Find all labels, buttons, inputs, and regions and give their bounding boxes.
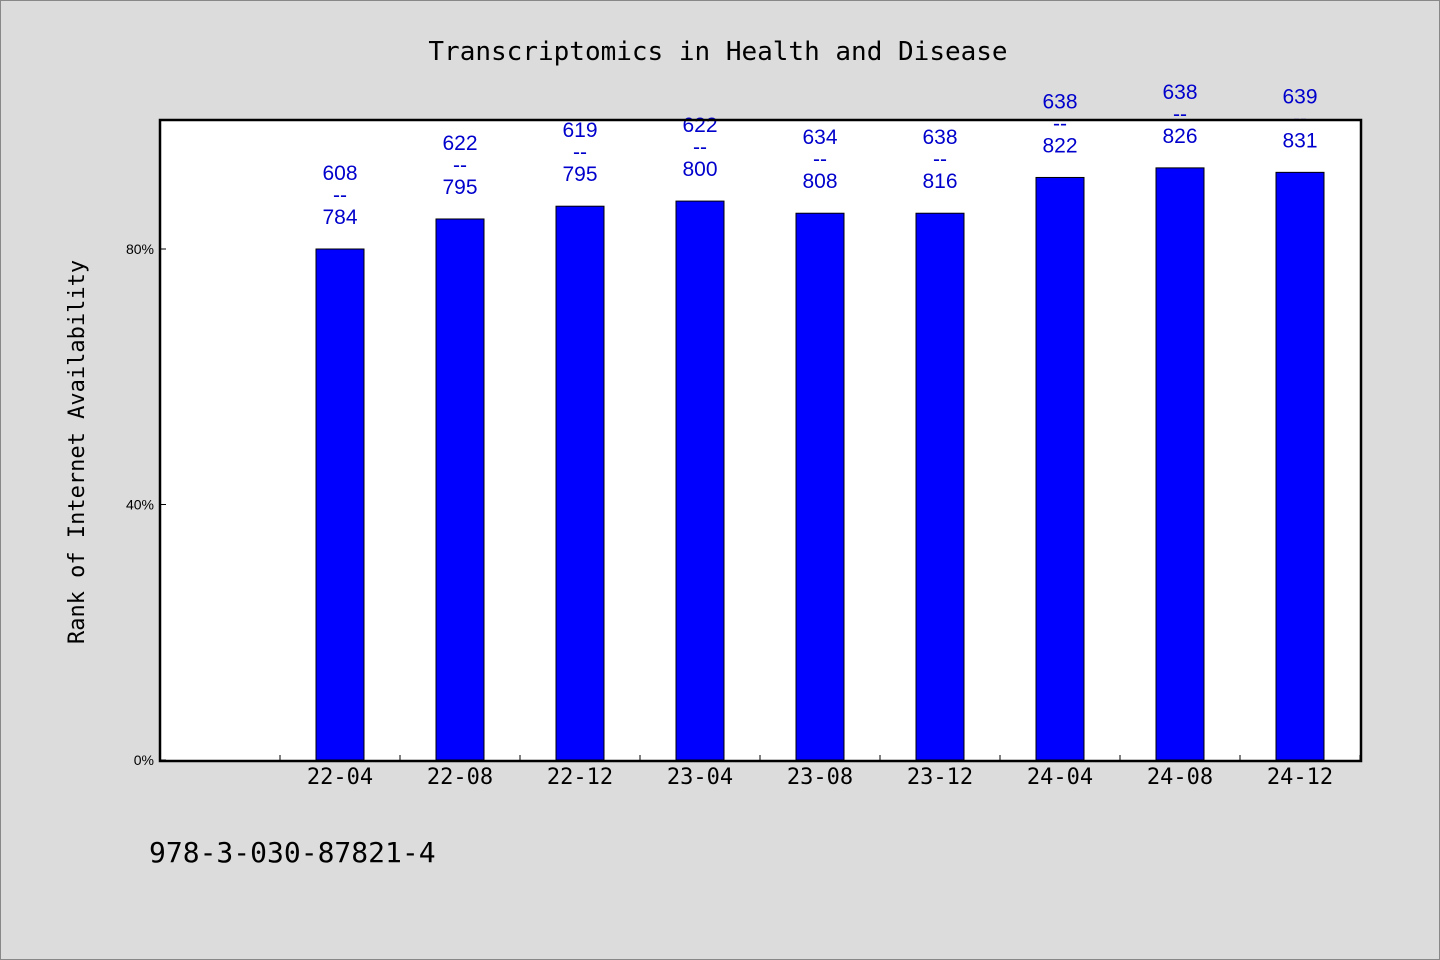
data-label-bottom: 795 bbox=[442, 176, 477, 199]
data-label-top: 638 bbox=[1042, 90, 1077, 113]
bar-24-12 bbox=[1275, 171, 1325, 761]
x-tick-label: 23-08 bbox=[787, 765, 853, 790]
y-tick-label: 40% bbox=[126, 497, 154, 513]
data-label-bottom: 808 bbox=[802, 170, 837, 193]
data-label-bottom: 795 bbox=[562, 163, 597, 186]
data-label-separator: -- bbox=[1173, 103, 1187, 126]
data-label-bottom: 816 bbox=[922, 170, 957, 193]
data-label-top: 622 bbox=[682, 114, 717, 137]
x-tick-label: 22-08 bbox=[427, 765, 493, 790]
bar-22-08 bbox=[435, 218, 485, 761]
y-tick-label: 0% bbox=[134, 752, 154, 768]
chart-title: Transcriptomics in Health and Disease bbox=[428, 37, 1007, 67]
data-label-top: 638 bbox=[1162, 81, 1197, 104]
x-tick-label: 22-12 bbox=[547, 765, 613, 790]
data-label-separator: -- bbox=[933, 148, 947, 171]
data-labels-layer: 608--784622--795619--795622--800634--808… bbox=[322, 81, 1317, 229]
x-tick-label: 23-12 bbox=[907, 765, 973, 790]
x-tick-label: 24-04 bbox=[1027, 765, 1093, 790]
data-label-bottom: 822 bbox=[1042, 134, 1077, 157]
bar-23-12 bbox=[915, 212, 965, 761]
bar-24-04 bbox=[1035, 176, 1085, 761]
plot-border bbox=[158, 118, 1363, 763]
data-label-top: 639 bbox=[1282, 85, 1317, 108]
footnote-isbn: 978-3-030-87821-4 bbox=[149, 836, 436, 869]
x-tick-label: 24-08 bbox=[1147, 765, 1213, 790]
data-label-separator: -- bbox=[333, 184, 347, 207]
data-label-bottom: 784 bbox=[322, 206, 357, 229]
data-label-top: 634 bbox=[802, 126, 837, 149]
bar-23-04 bbox=[675, 200, 725, 761]
y-axis-label: Rank of Internet Availability bbox=[65, 260, 90, 644]
x-tick-label: 22-04 bbox=[307, 765, 373, 790]
data-label-top: 622 bbox=[442, 132, 477, 155]
data-label-bottom: 826 bbox=[1162, 125, 1197, 148]
bar-24-08 bbox=[1155, 167, 1205, 761]
data-label-top: 619 bbox=[562, 119, 597, 142]
bars-layer bbox=[315, 167, 1325, 761]
bar-22-12 bbox=[555, 205, 605, 761]
data-label-top: 608 bbox=[322, 162, 357, 185]
axes-layer: 22-04 22-08 22-12 23-04 23-08 23-12 24-04 24-08… bbox=[126, 241, 1361, 790]
data-label-separator: -- bbox=[573, 141, 587, 164]
data-label-separator: -- bbox=[453, 154, 467, 177]
data-label-separator: -- bbox=[813, 148, 827, 171]
bar-22-04 bbox=[315, 248, 365, 761]
data-label-bottom: 800 bbox=[682, 158, 717, 181]
y-tick-label: 80% bbox=[126, 241, 154, 257]
x-tick-label: 24-12 bbox=[1267, 765, 1333, 790]
data-label-separator: -- bbox=[1053, 112, 1067, 135]
data-label-top: 638 bbox=[922, 126, 957, 149]
data-label-separator: -- bbox=[693, 136, 707, 159]
bar-23-08 bbox=[795, 212, 845, 761]
x-tick-label: 23-04 bbox=[667, 765, 733, 790]
data-label-bottom: 831 bbox=[1282, 129, 1317, 152]
